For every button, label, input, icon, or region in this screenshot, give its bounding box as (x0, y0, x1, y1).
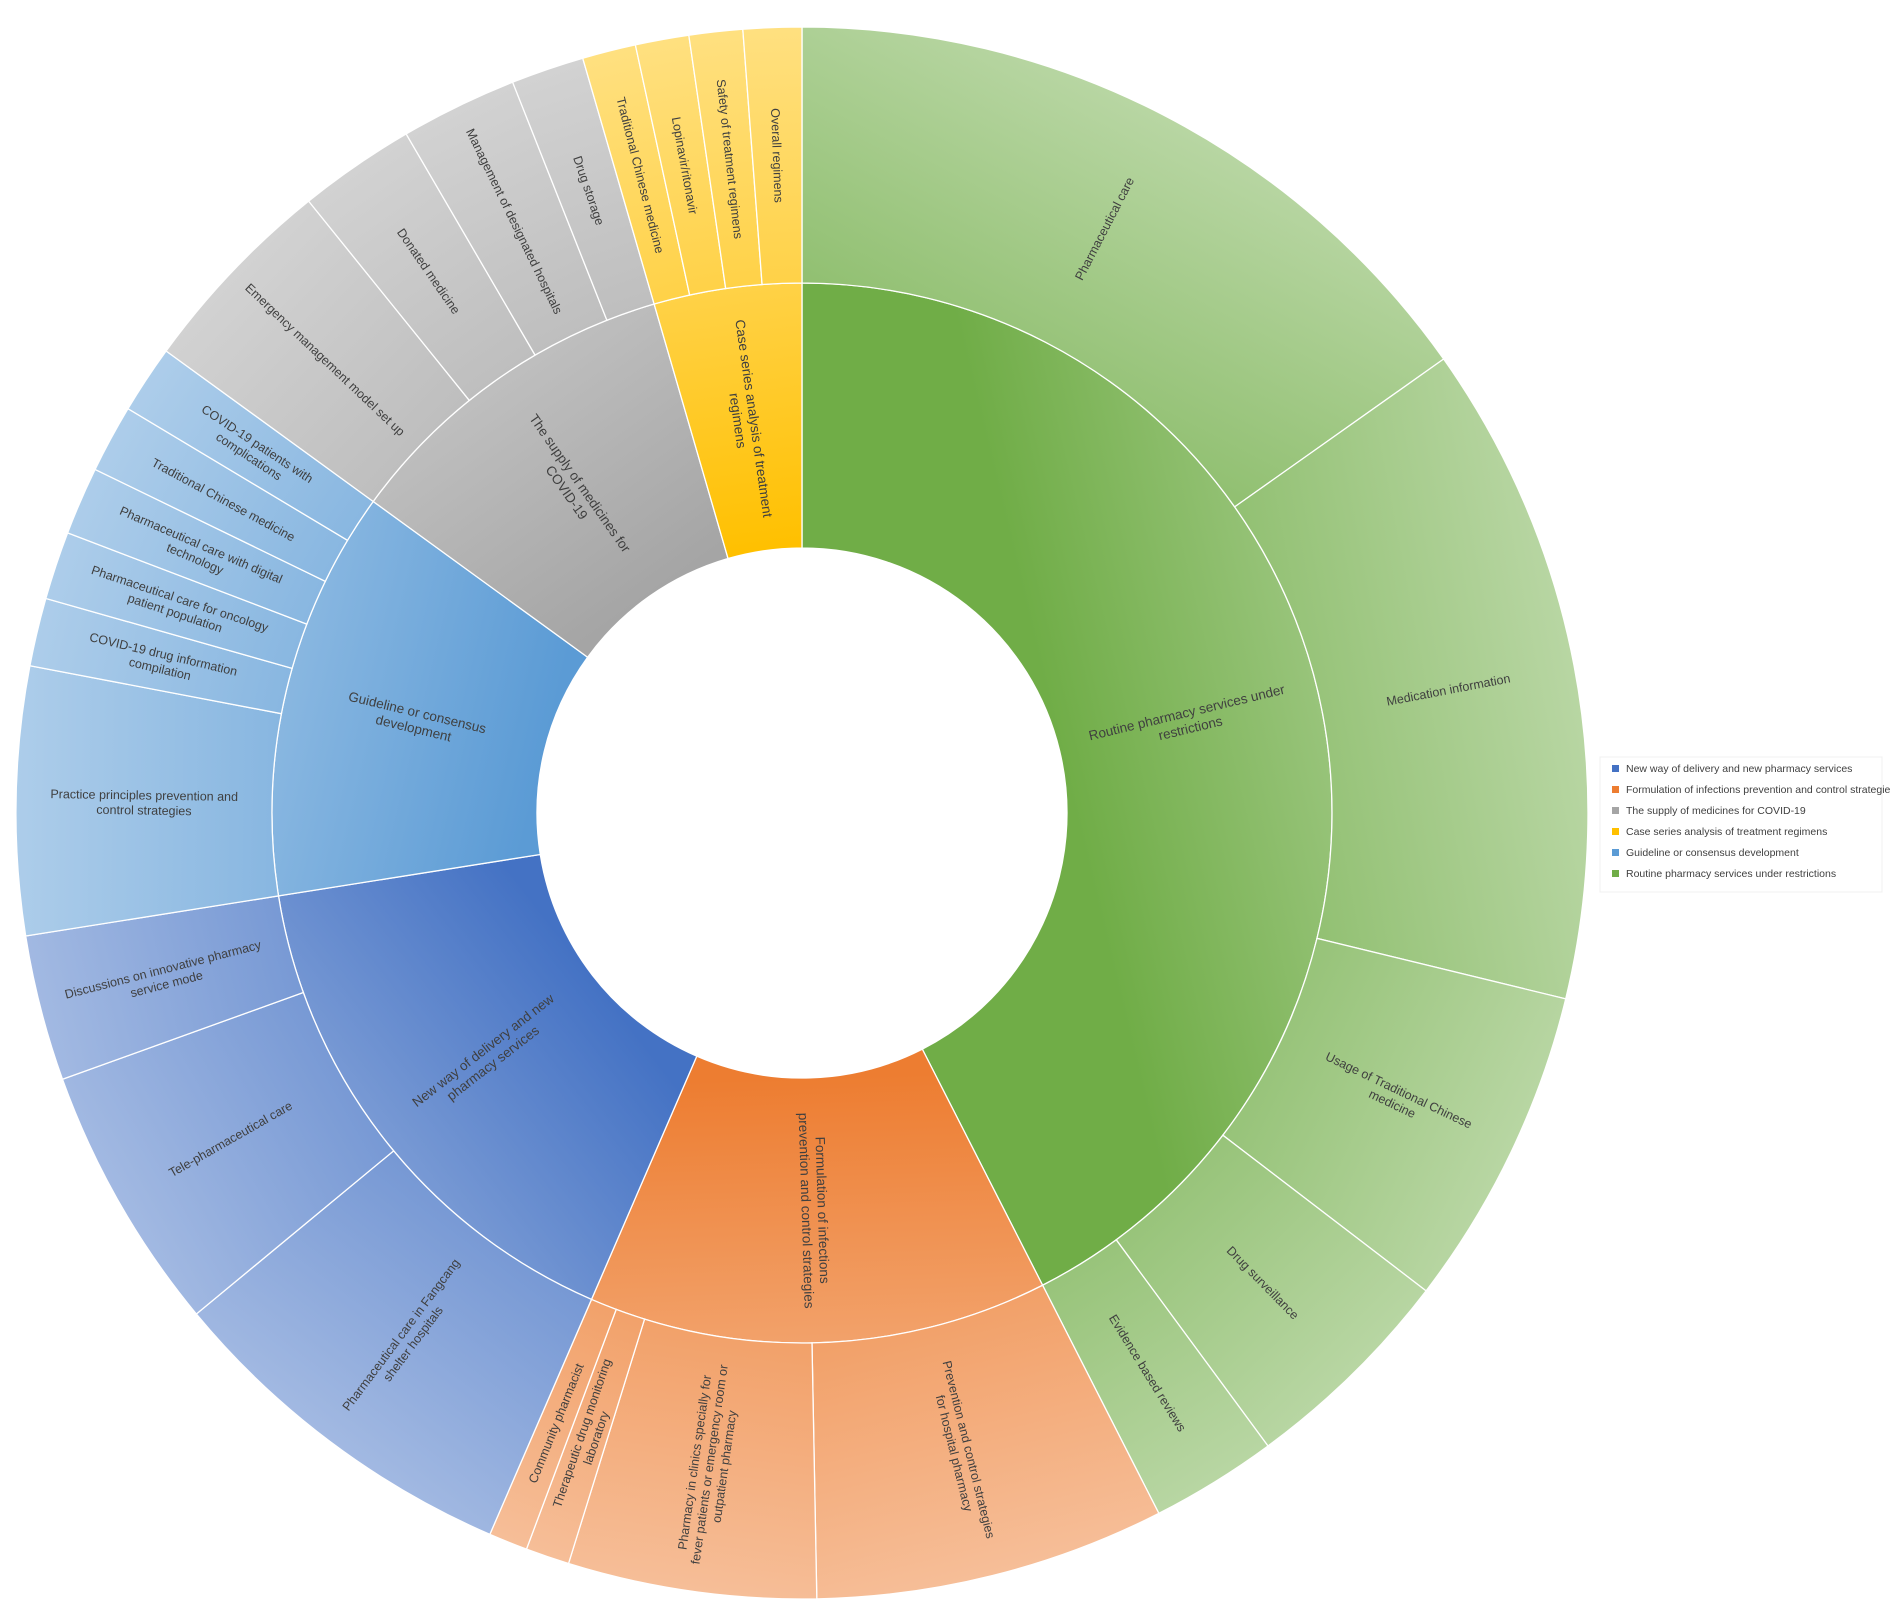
sunburst-rings (15, 26, 1589, 1600)
legend-swatch-guideline-or-consensus-development (1612, 849, 1619, 856)
legend-swatch-case-series-analysis-of-treatment-regimens (1612, 828, 1619, 835)
legend-label-routine-pharmacy-services-under-restrictions: Routine pharmacy services under restrict… (1626, 868, 1836, 880)
legend-swatch-the-supply-of-medicines-for-covid-19 (1612, 807, 1619, 814)
legend-label-guideline-or-consensus-development: Guideline or consensus development (1626, 847, 1799, 859)
outer-label-practice-principles-prevention-and-control-strategies: Practice principles prevention andcontro… (50, 787, 238, 819)
outer-label-overall-regimens: Overall regimens (768, 108, 786, 203)
outer-segment-medication-information (1233, 358, 1589, 1000)
legend-swatch-new-way-of-delivery-and-new-pharmacy-services (1612, 765, 1619, 772)
legend-swatch-formulation-of-infections-prevention-and-control-strategies (1612, 786, 1619, 793)
legend: New way of delivery and new pharmacy ser… (1599, 756, 1890, 893)
legend-label-the-supply-of-medicines-for-covid-19: The supply of medicines for COVID-19 (1626, 805, 1806, 817)
legend-label-formulation-of-infections-prevention-and-control-strategies: Formulation of infections prevention and… (1626, 784, 1890, 796)
inner-label-formulation-of-infections-prevention-and-control-strategies: Formulation of infectionsprevention and … (796, 1112, 833, 1309)
legend-swatch-routine-pharmacy-services-under-restrictions (1612, 870, 1619, 877)
legend-label-new-way-of-delivery-and-new-pharmacy-services: New way of delivery and new pharmacy ser… (1626, 763, 1852, 775)
outer-segment-overall-regimens (742, 26, 803, 286)
outer-segment-pharmaceutical-care (801, 26, 1445, 508)
legend-box (1599, 756, 1883, 893)
legend-label-case-series-analysis-of-treatment-regimens: Case series analysis of treatment regime… (1626, 826, 1827, 838)
